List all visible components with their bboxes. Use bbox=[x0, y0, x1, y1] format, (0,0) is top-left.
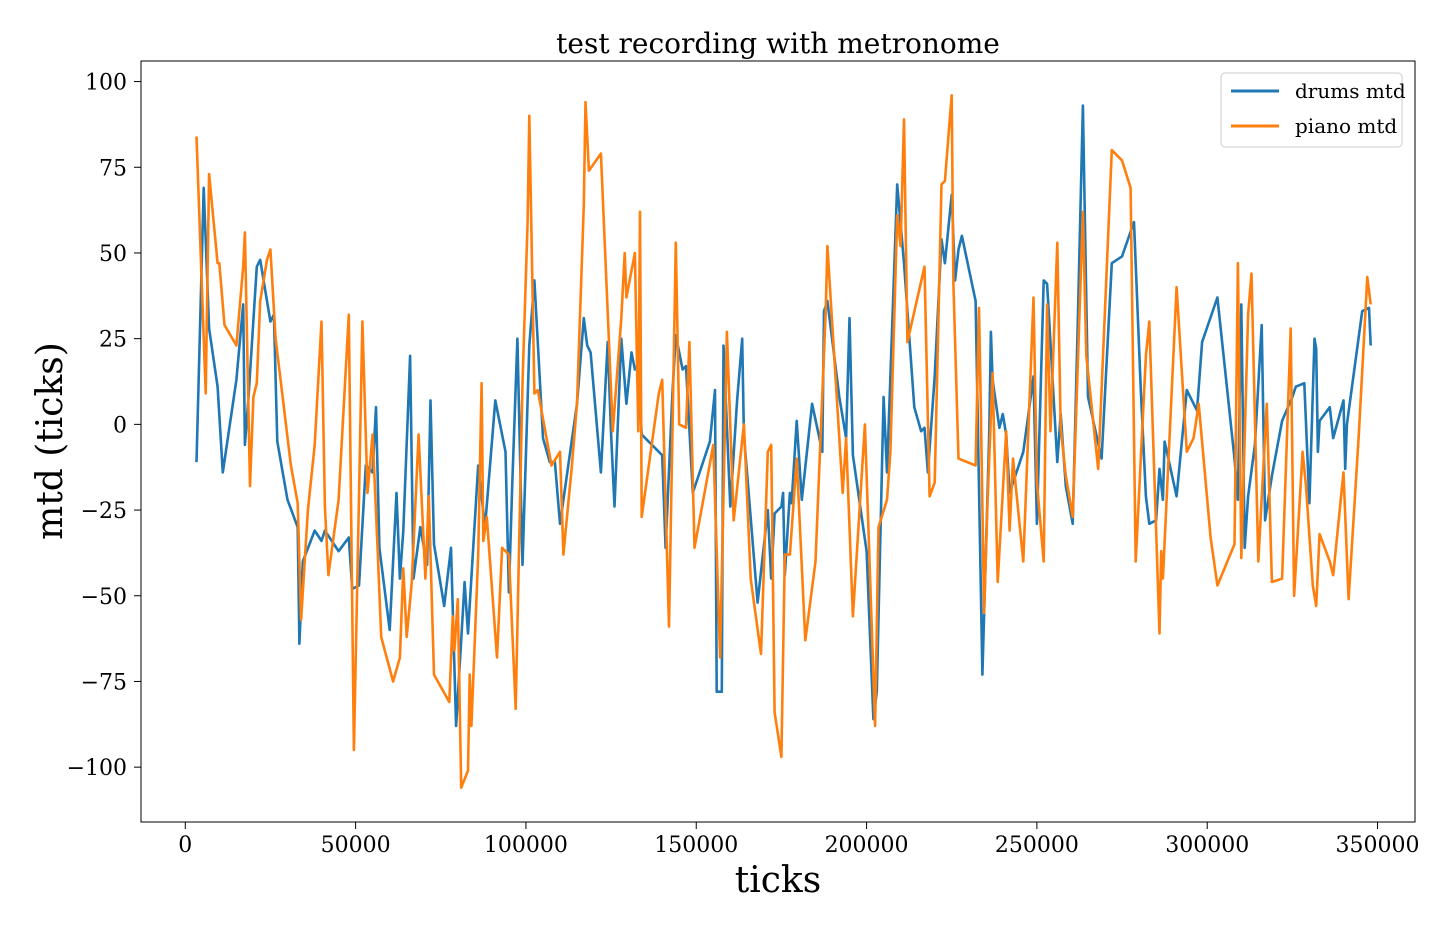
x-tick-label: 50000 bbox=[321, 833, 391, 858]
x-axis-label: ticks bbox=[735, 860, 821, 901]
x-tick-label: 300000 bbox=[1165, 833, 1249, 858]
y-tick-label: 0 bbox=[113, 413, 127, 438]
x-tick-label: 200000 bbox=[825, 833, 909, 858]
y-tick-label: −50 bbox=[81, 585, 127, 610]
legend-label-drums: drums mtd bbox=[1295, 79, 1406, 103]
series-line-piano-mtd bbox=[195, 94, 1372, 790]
y-axis-label: mtd (ticks) bbox=[30, 342, 71, 540]
legend: drums mtd piano mtd bbox=[1220, 72, 1406, 148]
y-tick-label: −75 bbox=[81, 670, 127, 695]
x-tick-label: 150000 bbox=[654, 833, 738, 858]
series-layer bbox=[195, 94, 1372, 790]
series-line-drums-mtd bbox=[195, 104, 1372, 728]
y-tick-label: −25 bbox=[81, 499, 127, 524]
x-tick-label: 350000 bbox=[1336, 833, 1420, 858]
x-tick-label: 0 bbox=[178, 833, 192, 858]
x-tick-label: 100000 bbox=[484, 833, 568, 858]
y-axis-ticks: 100 75 50 25 0 −25 −50 −75 −100 bbox=[67, 71, 141, 781]
x-tick-label: 250000 bbox=[995, 833, 1079, 858]
y-tick-label: 25 bbox=[99, 328, 127, 353]
y-tick-label: −100 bbox=[67, 756, 127, 781]
chart-title: test recording with metronome bbox=[556, 27, 1000, 60]
axes-frame bbox=[140, 60, 1416, 823]
y-tick-label: 100 bbox=[85, 71, 127, 96]
x-axis-ticks: 0 50000 100000 150000 200000 250000 300000 3500… bbox=[178, 822, 1420, 858]
y-tick-label: 75 bbox=[99, 156, 127, 181]
plot-area: 0 50000 100000 150000 200000 250000 300000 3500… bbox=[67, 60, 1420, 858]
legend-label-piano: piano mtd bbox=[1295, 114, 1397, 138]
y-tick-label: 50 bbox=[99, 242, 127, 267]
